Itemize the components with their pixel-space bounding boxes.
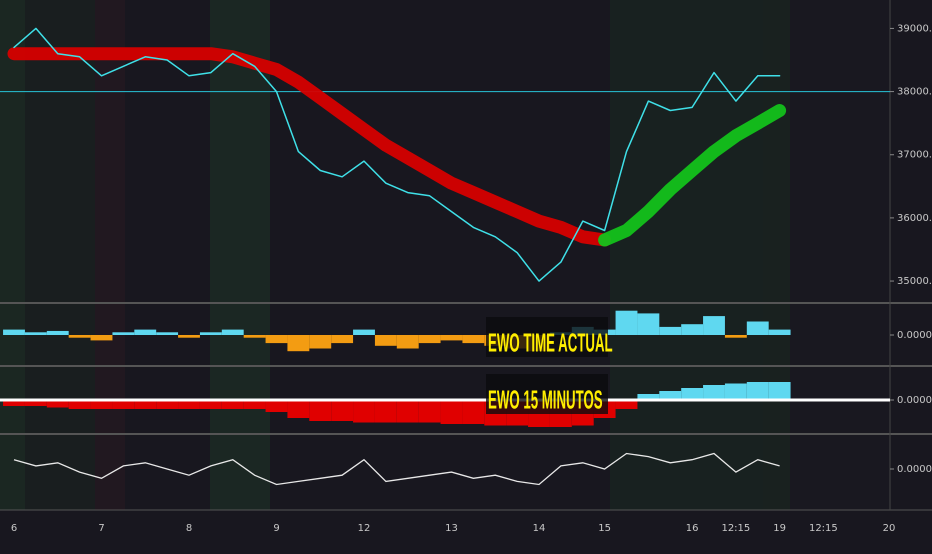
bar [440,400,463,424]
bar [418,400,441,423]
title-backdrop [486,374,608,414]
bar [24,400,47,406]
bar [199,400,222,409]
x-tick-label: 12:15 [721,523,750,534]
bar [396,335,419,349]
x-tick-label: 7 [98,523,104,534]
bar [243,335,266,338]
bar [462,400,485,424]
bar [265,335,288,344]
bar [265,400,288,412]
bar [374,400,397,423]
bar [353,329,375,335]
y-tick-label: 39000.000 [897,23,932,34]
bar [396,400,419,423]
bar [309,400,332,421]
price-line [13,27,781,282]
y-tick-label: 36000.000 [897,213,932,224]
bar [199,332,222,335]
x-tick-label: 6 [11,523,17,534]
y-tick-label: 37000.000 [897,150,932,161]
bar [746,321,769,335]
x-tick-label: 14 [533,523,546,534]
bar [156,332,179,335]
x-tick-label: 19 [773,523,786,534]
bar [637,394,660,400]
bar [703,385,725,400]
x-tick-label: 16 [686,523,699,534]
bar [112,332,135,335]
x-tick-label: 15 [598,523,611,534]
bar [659,391,682,400]
bar [615,310,638,335]
bar [287,335,310,352]
bar [309,335,332,349]
bar [637,313,660,335]
bar [134,400,157,409]
pane-title: EWO 15 MINUTOS [488,387,603,415]
bar [724,383,747,400]
y-tick-label: 0.0000 [897,330,932,341]
x-tick-label: 12:15 [809,523,838,534]
bar [287,400,310,418]
y-tick-label: 38000.000 [897,87,932,98]
x-tick-label: 8 [186,523,192,534]
bar [331,335,354,344]
bar [46,330,69,335]
bar [331,400,354,421]
bar [134,329,157,335]
bar [681,324,704,335]
session-shading [0,0,890,510]
x-tick-label: 9 [273,523,279,534]
shade [0,0,25,510]
bar [178,400,200,409]
bar [68,335,91,338]
y-tick-label: 0.0000 [897,464,932,475]
bar [615,400,638,409]
ma-band [598,104,787,247]
bar [440,335,463,341]
x-tick-label: 12 [358,523,371,534]
bar [418,335,441,344]
bar [178,335,200,338]
oscillator-line [13,452,780,486]
bar [112,400,135,409]
shade [610,0,790,510]
x-tick-label: 13 [445,523,458,534]
bar [3,400,25,406]
bar [90,400,113,409]
bar [68,400,91,409]
shade [95,0,125,510]
bar [374,335,397,346]
bar [724,335,747,338]
bar [746,382,769,400]
bar [243,400,266,409]
bar [90,335,113,341]
bar [768,382,791,400]
bar [24,332,47,335]
bar [768,329,791,335]
bar [221,329,244,335]
title-backdrop [486,317,608,357]
bar [462,335,485,344]
shade [790,0,890,510]
bar [3,329,25,335]
bar [353,400,375,423]
ma-band [7,47,612,247]
shade [25,0,95,510]
shade [210,0,270,510]
bar [681,388,704,400]
bar [221,400,244,409]
y-tick-label: 0.0000 [897,395,932,406]
pane-title: EWO TIME ACTUAL [488,330,613,358]
bar [703,316,725,335]
bar [659,326,682,335]
bar [46,400,69,408]
x-tick-label: 20 [883,523,896,534]
y-tick-label: 35000.000 [897,276,932,287]
bar [156,400,179,409]
